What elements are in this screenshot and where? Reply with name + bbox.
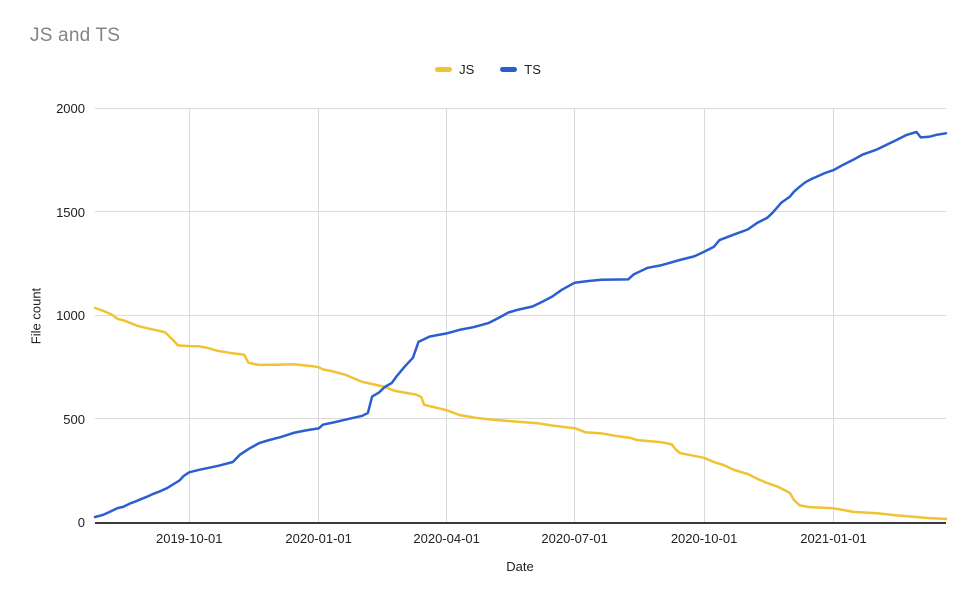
ts-series-label: TS bbox=[524, 62, 541, 77]
x-gridline bbox=[318, 108, 320, 522]
y-tick-label: 1500 bbox=[56, 204, 85, 220]
x-tick-label: 2019-10-01 bbox=[155, 531, 223, 546]
js-series-label: JS bbox=[459, 62, 475, 77]
js-series-line bbox=[93, 306, 948, 521]
x-gridline bbox=[446, 108, 448, 522]
x-gridline bbox=[832, 108, 834, 522]
y-tick-label: 0 bbox=[77, 515, 85, 530]
x-tick-label: 2020-01-01 bbox=[285, 531, 352, 546]
y-gridline bbox=[95, 314, 946, 316]
series-lines bbox=[93, 130, 948, 521]
plot-area[interactable] bbox=[93, 107, 948, 524]
y-gridline bbox=[95, 418, 946, 419]
y-gridline bbox=[95, 107, 946, 109]
x-gridline bbox=[574, 108, 576, 522]
x-tick-label: 2020-07-01 bbox=[541, 531, 608, 546]
x-gridline bbox=[703, 108, 705, 522]
x-tick-label: 2021-01-01 bbox=[800, 531, 867, 546]
js-series-swatch bbox=[435, 67, 453, 72]
x-axis-title: Date bbox=[506, 559, 534, 574]
y-tick-label: 500 bbox=[63, 411, 85, 427]
legend-item-js[interactable]: JS bbox=[435, 62, 474, 77]
x-tick-label: 2020-10-01 bbox=[670, 531, 738, 546]
ts-series-swatch bbox=[500, 67, 518, 72]
ts-series-line bbox=[93, 130, 948, 519]
chart-title: JS and TS bbox=[30, 25, 121, 46]
y-gridline bbox=[95, 211, 946, 212]
legend-item-ts[interactable]: TS bbox=[500, 62, 541, 77]
x-gridline bbox=[188, 108, 190, 522]
x-tick-label: 2020-04-01 bbox=[413, 531, 480, 546]
y-tick-label: 1000 bbox=[56, 308, 85, 323]
y-tick-label: 2000 bbox=[56, 101, 85, 116]
legend: JS TS bbox=[0, 62, 976, 77]
